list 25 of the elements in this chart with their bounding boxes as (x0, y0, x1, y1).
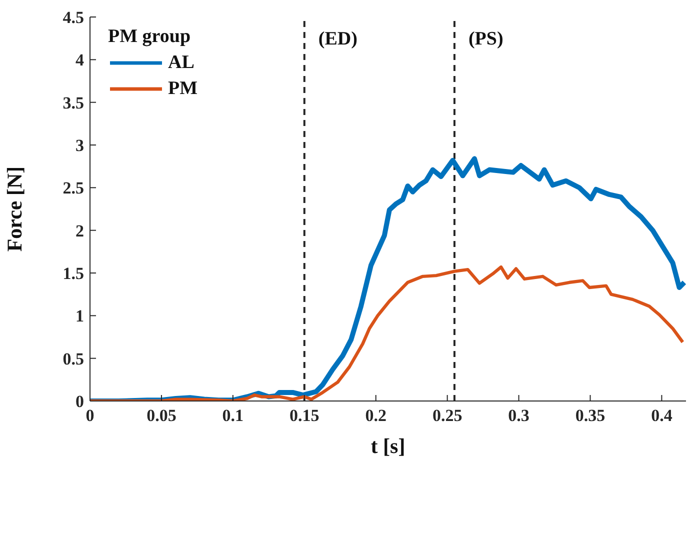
annotation: (ED) (318, 28, 358, 50)
annotation: (PS) (468, 28, 504, 50)
x-tick-label: 0.2 (365, 406, 386, 426)
legend-title: PM group (108, 26, 192, 48)
x-axis-title: t [s] (370, 434, 406, 458)
x-tick-label: 0.15 (290, 406, 320, 426)
y-tick-label: 2 (76, 221, 84, 240)
x-tick-label: 0.35 (575, 406, 606, 426)
legend-label: PM (167, 77, 198, 101)
y-tick-label: 3 (76, 136, 84, 156)
x-tick-label: 0.1 (222, 406, 244, 426)
y-tick-label: 1 (76, 306, 84, 326)
x-tick-label: 0.25 (432, 406, 462, 426)
y-tick-label: 4 (76, 50, 84, 70)
legend-label: AL (167, 51, 196, 75)
x-tick-label: 0.05 (146, 406, 176, 426)
y-axis-title: Force [N] (2, 166, 26, 252)
y-tick-label: 3.5 (62, 93, 84, 112)
y-tick-label: 4.5 (62, 8, 84, 28)
y-tick-label: 0 (76, 392, 84, 412)
y-tick-label: 1.5 (62, 264, 84, 284)
y-tick-label: 2.5 (62, 178, 84, 198)
y-tick-label: 0.5 (62, 349, 84, 368)
x-tick-label: 0.4 (651, 406, 673, 426)
x-tick-label: 0.3 (508, 406, 530, 426)
